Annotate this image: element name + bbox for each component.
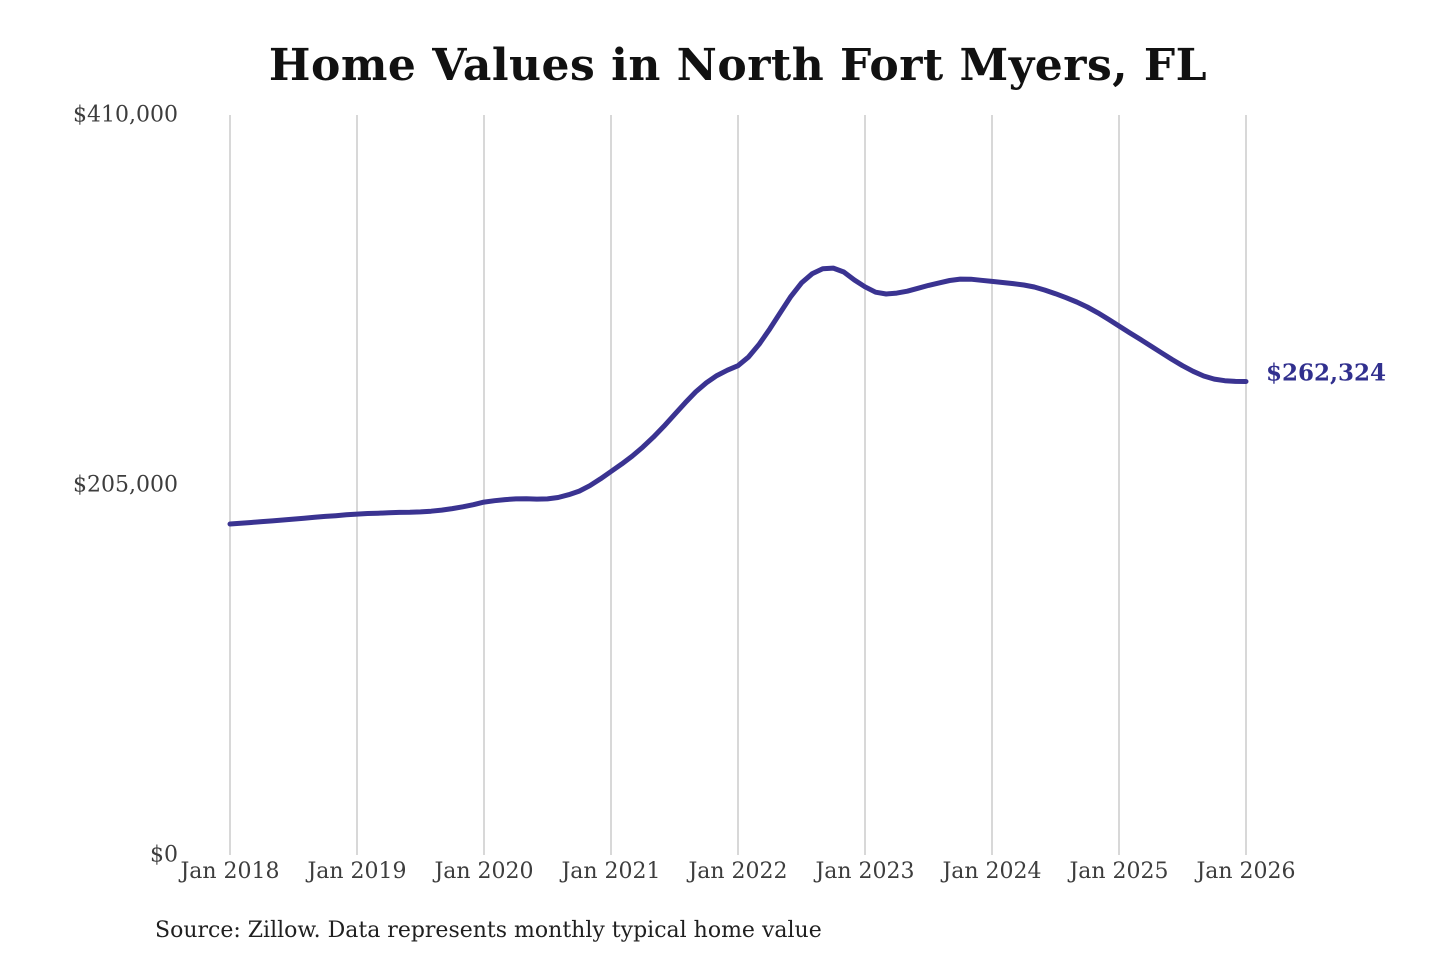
x-tick-label: Jan 2026 [1196, 859, 1296, 884]
x-tick-label: Jan 2024 [942, 859, 1042, 884]
home-value-line [227, 265, 1249, 527]
x-tick-label: Jan 2020 [434, 859, 534, 884]
x-tick-label: Jan 2021 [561, 859, 661, 884]
y-tick-label: $205,000 [73, 472, 178, 498]
y-tick-label: $410,000 [73, 102, 178, 128]
chart-title: Home Values in North Fort Myers, FL [268, 40, 1208, 91]
x-tick-label: Jan 2018 [180, 859, 280, 884]
source-note: Source: Zillow. Data represents monthly … [155, 918, 822, 943]
x-tick-label: Jan 2023 [815, 859, 915, 884]
x-tick-label: Jan 2025 [1069, 859, 1169, 884]
latest-value-annotation: $262,324 [1266, 359, 1387, 387]
x-tick-label: Jan 2019 [307, 859, 407, 884]
x-tick-label: Jan 2022 [688, 859, 788, 884]
y-tick-label: $0 [150, 842, 178, 868]
